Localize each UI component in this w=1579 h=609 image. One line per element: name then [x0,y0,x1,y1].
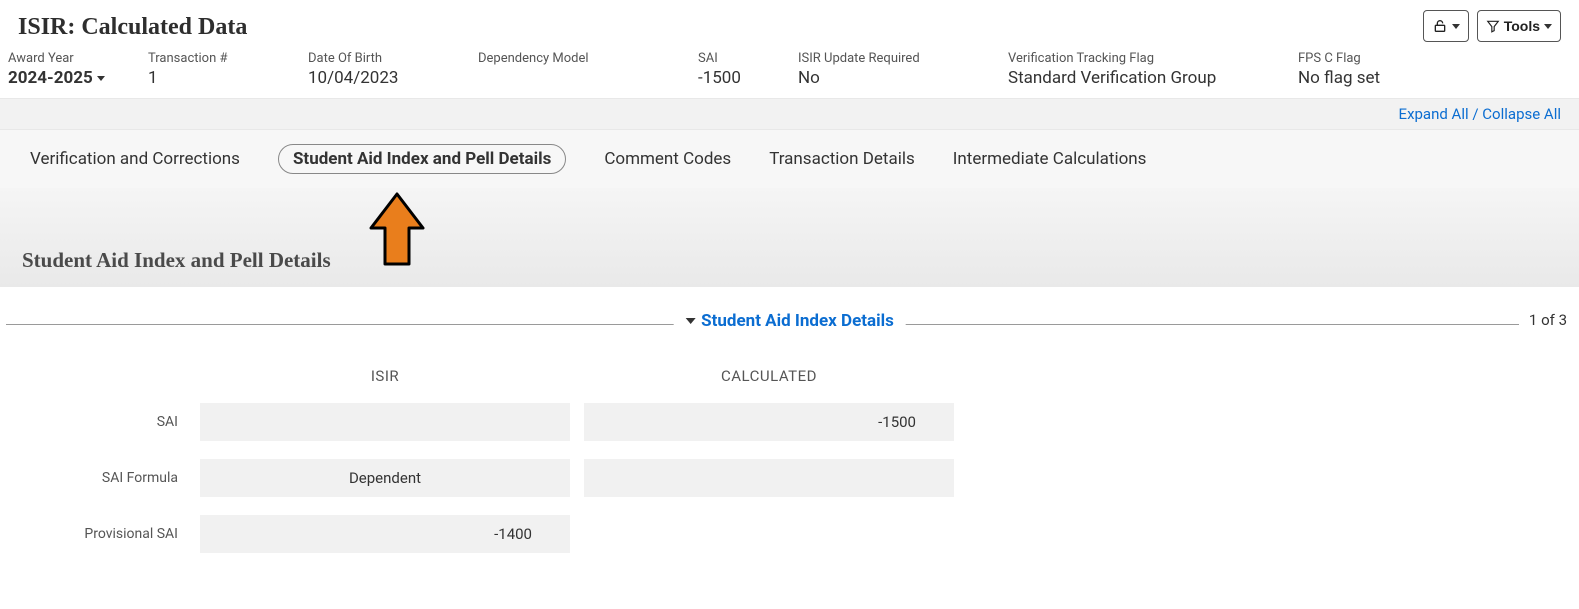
detail-row: Provisional SAI -1400 [0,515,960,553]
label-sai: SAI [698,51,778,66]
tab-sai-pell-details[interactable]: Student Aid Index and Pell Details [278,144,566,174]
column-header-isir: ISIR [200,367,570,385]
subsection-label: Student Aid Index Details [701,311,894,331]
label-isir-update: ISIR Update Required [798,51,988,66]
field-fps-c-flag: FPS C Flag No flag set [1298,51,1448,88]
cell-sai-formula-isir: Dependent [200,459,570,497]
tools-button[interactable]: Tools [1477,10,1561,42]
tab-transaction-details[interactable]: Transaction Details [769,149,915,169]
field-dob: Date Of Birth 10/04/2023 [308,51,458,88]
collapse-all-link[interactable]: Collapse All [1482,105,1561,123]
cell-sai-isir [200,403,570,441]
field-sai: SAI -1500 [698,51,778,88]
tools-label: Tools [1504,18,1540,34]
label-verif-flag: Verification Tracking Flag [1008,51,1278,66]
label-award-year: Award Year [8,51,128,66]
field-isir-update: ISIR Update Required No [798,51,988,88]
detail-table: ISIR CALCULATED SAI -1500 SAI Formula De… [0,367,960,553]
page-title: ISIR: Calculated Data [18,14,247,41]
detail-row: SAI Formula Dependent [0,459,960,497]
value-sai: -1500 [698,68,778,88]
label-dep-model: Dependency Model [478,51,678,66]
subsection-divider: Student Aid Index Details 1 of 3 [6,311,1573,337]
section-header: Student Aid Index and Pell Details [0,188,1579,287]
value-verif-flag: Standard Verification Group [1008,68,1278,88]
chevron-down-icon [685,318,695,324]
label-transaction: Transaction # [148,51,288,66]
label-dob: Date Of Birth [308,51,458,66]
chevron-down-icon [97,76,105,81]
cell-sai-formula-calc [584,459,954,497]
chevron-down-icon [1544,24,1552,29]
detail-header-row: ISIR CALCULATED [0,367,960,385]
value-dob: 10/04/2023 [308,68,458,88]
unlock-icon [1432,18,1448,34]
spacer [0,367,200,385]
row-label-sai: SAI [0,414,200,430]
tab-comment-codes[interactable]: Comment Codes [604,149,731,169]
expand-collapse-strip: Expand All / Collapse All [0,98,1579,130]
field-dependency-model: Dependency Model [478,51,678,88]
row-label-provisional-sai: Provisional SAI [0,526,200,542]
summary-row: Award Year 2024-2025 Transaction # 1 Dat… [0,51,1579,98]
lock-button[interactable] [1423,10,1469,42]
separator: / [1472,105,1482,123]
field-award-year: Award Year 2024-2025 [8,51,128,88]
action-buttons: Tools [1423,10,1561,42]
field-verification-flag: Verification Tracking Flag Standard Veri… [1008,51,1278,88]
value-award-year: 2024-2025 [8,68,93,88]
field-transaction: Transaction # 1 [148,51,288,88]
cell-sai-calc: -1500 [584,403,954,441]
subsection-toggle[interactable]: Student Aid Index Details [673,311,906,331]
detail-row: SAI -1500 [0,403,960,441]
funnel-icon [1486,19,1500,33]
value-isir-update: No [798,68,988,88]
value-fps-c-flag: No flag set [1298,68,1448,88]
tab-verification-corrections[interactable]: Verification and Corrections [30,149,240,169]
tab-intermediate-calculations[interactable]: Intermediate Calculations [953,149,1147,169]
dropdown-award-year[interactable]: 2024-2025 [8,68,128,88]
spacer [570,367,584,385]
column-header-calculated: CALCULATED [584,367,954,385]
label-fps-c-flag: FPS C Flag [1298,51,1448,66]
row-label-sai-formula: SAI Formula [0,470,200,486]
subsection-count: 1 of 3 [1519,311,1573,329]
chevron-down-icon [1452,24,1460,29]
tab-row: Verification and Corrections Student Aid… [0,130,1579,188]
value-transaction: 1 [148,68,288,88]
cell-provisional-sai-isir: -1400 [200,515,570,553]
expand-all-link[interactable]: Expand All [1399,105,1469,123]
